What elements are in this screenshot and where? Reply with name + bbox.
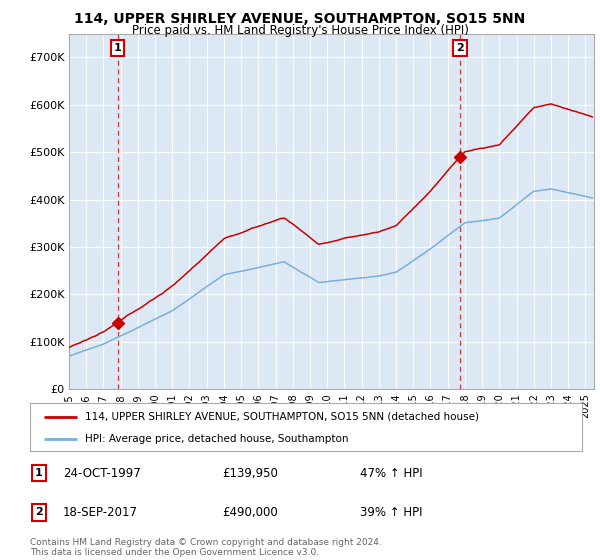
Text: £490,000: £490,000 — [222, 506, 278, 519]
Text: 2: 2 — [35, 507, 43, 517]
Text: 114, UPPER SHIRLEY AVENUE, SOUTHAMPTON, SO15 5NN: 114, UPPER SHIRLEY AVENUE, SOUTHAMPTON, … — [74, 12, 526, 26]
Text: Contains HM Land Registry data © Crown copyright and database right 2024.
This d: Contains HM Land Registry data © Crown c… — [30, 538, 382, 557]
Text: 39% ↑ HPI: 39% ↑ HPI — [360, 506, 422, 519]
Text: HPI: Average price, detached house, Southampton: HPI: Average price, detached house, Sout… — [85, 434, 349, 444]
Text: 47% ↑ HPI: 47% ↑ HPI — [360, 466, 422, 480]
Text: 2: 2 — [456, 43, 464, 53]
Text: Price paid vs. HM Land Registry's House Price Index (HPI): Price paid vs. HM Land Registry's House … — [131, 24, 469, 37]
Text: 114, UPPER SHIRLEY AVENUE, SOUTHAMPTON, SO15 5NN (detached house): 114, UPPER SHIRLEY AVENUE, SOUTHAMPTON, … — [85, 412, 479, 422]
Text: £139,950: £139,950 — [222, 466, 278, 480]
Text: 18-SEP-2017: 18-SEP-2017 — [63, 506, 138, 519]
Text: 1: 1 — [35, 468, 43, 478]
Text: 24-OCT-1997: 24-OCT-1997 — [63, 466, 141, 480]
Text: 1: 1 — [113, 43, 121, 53]
